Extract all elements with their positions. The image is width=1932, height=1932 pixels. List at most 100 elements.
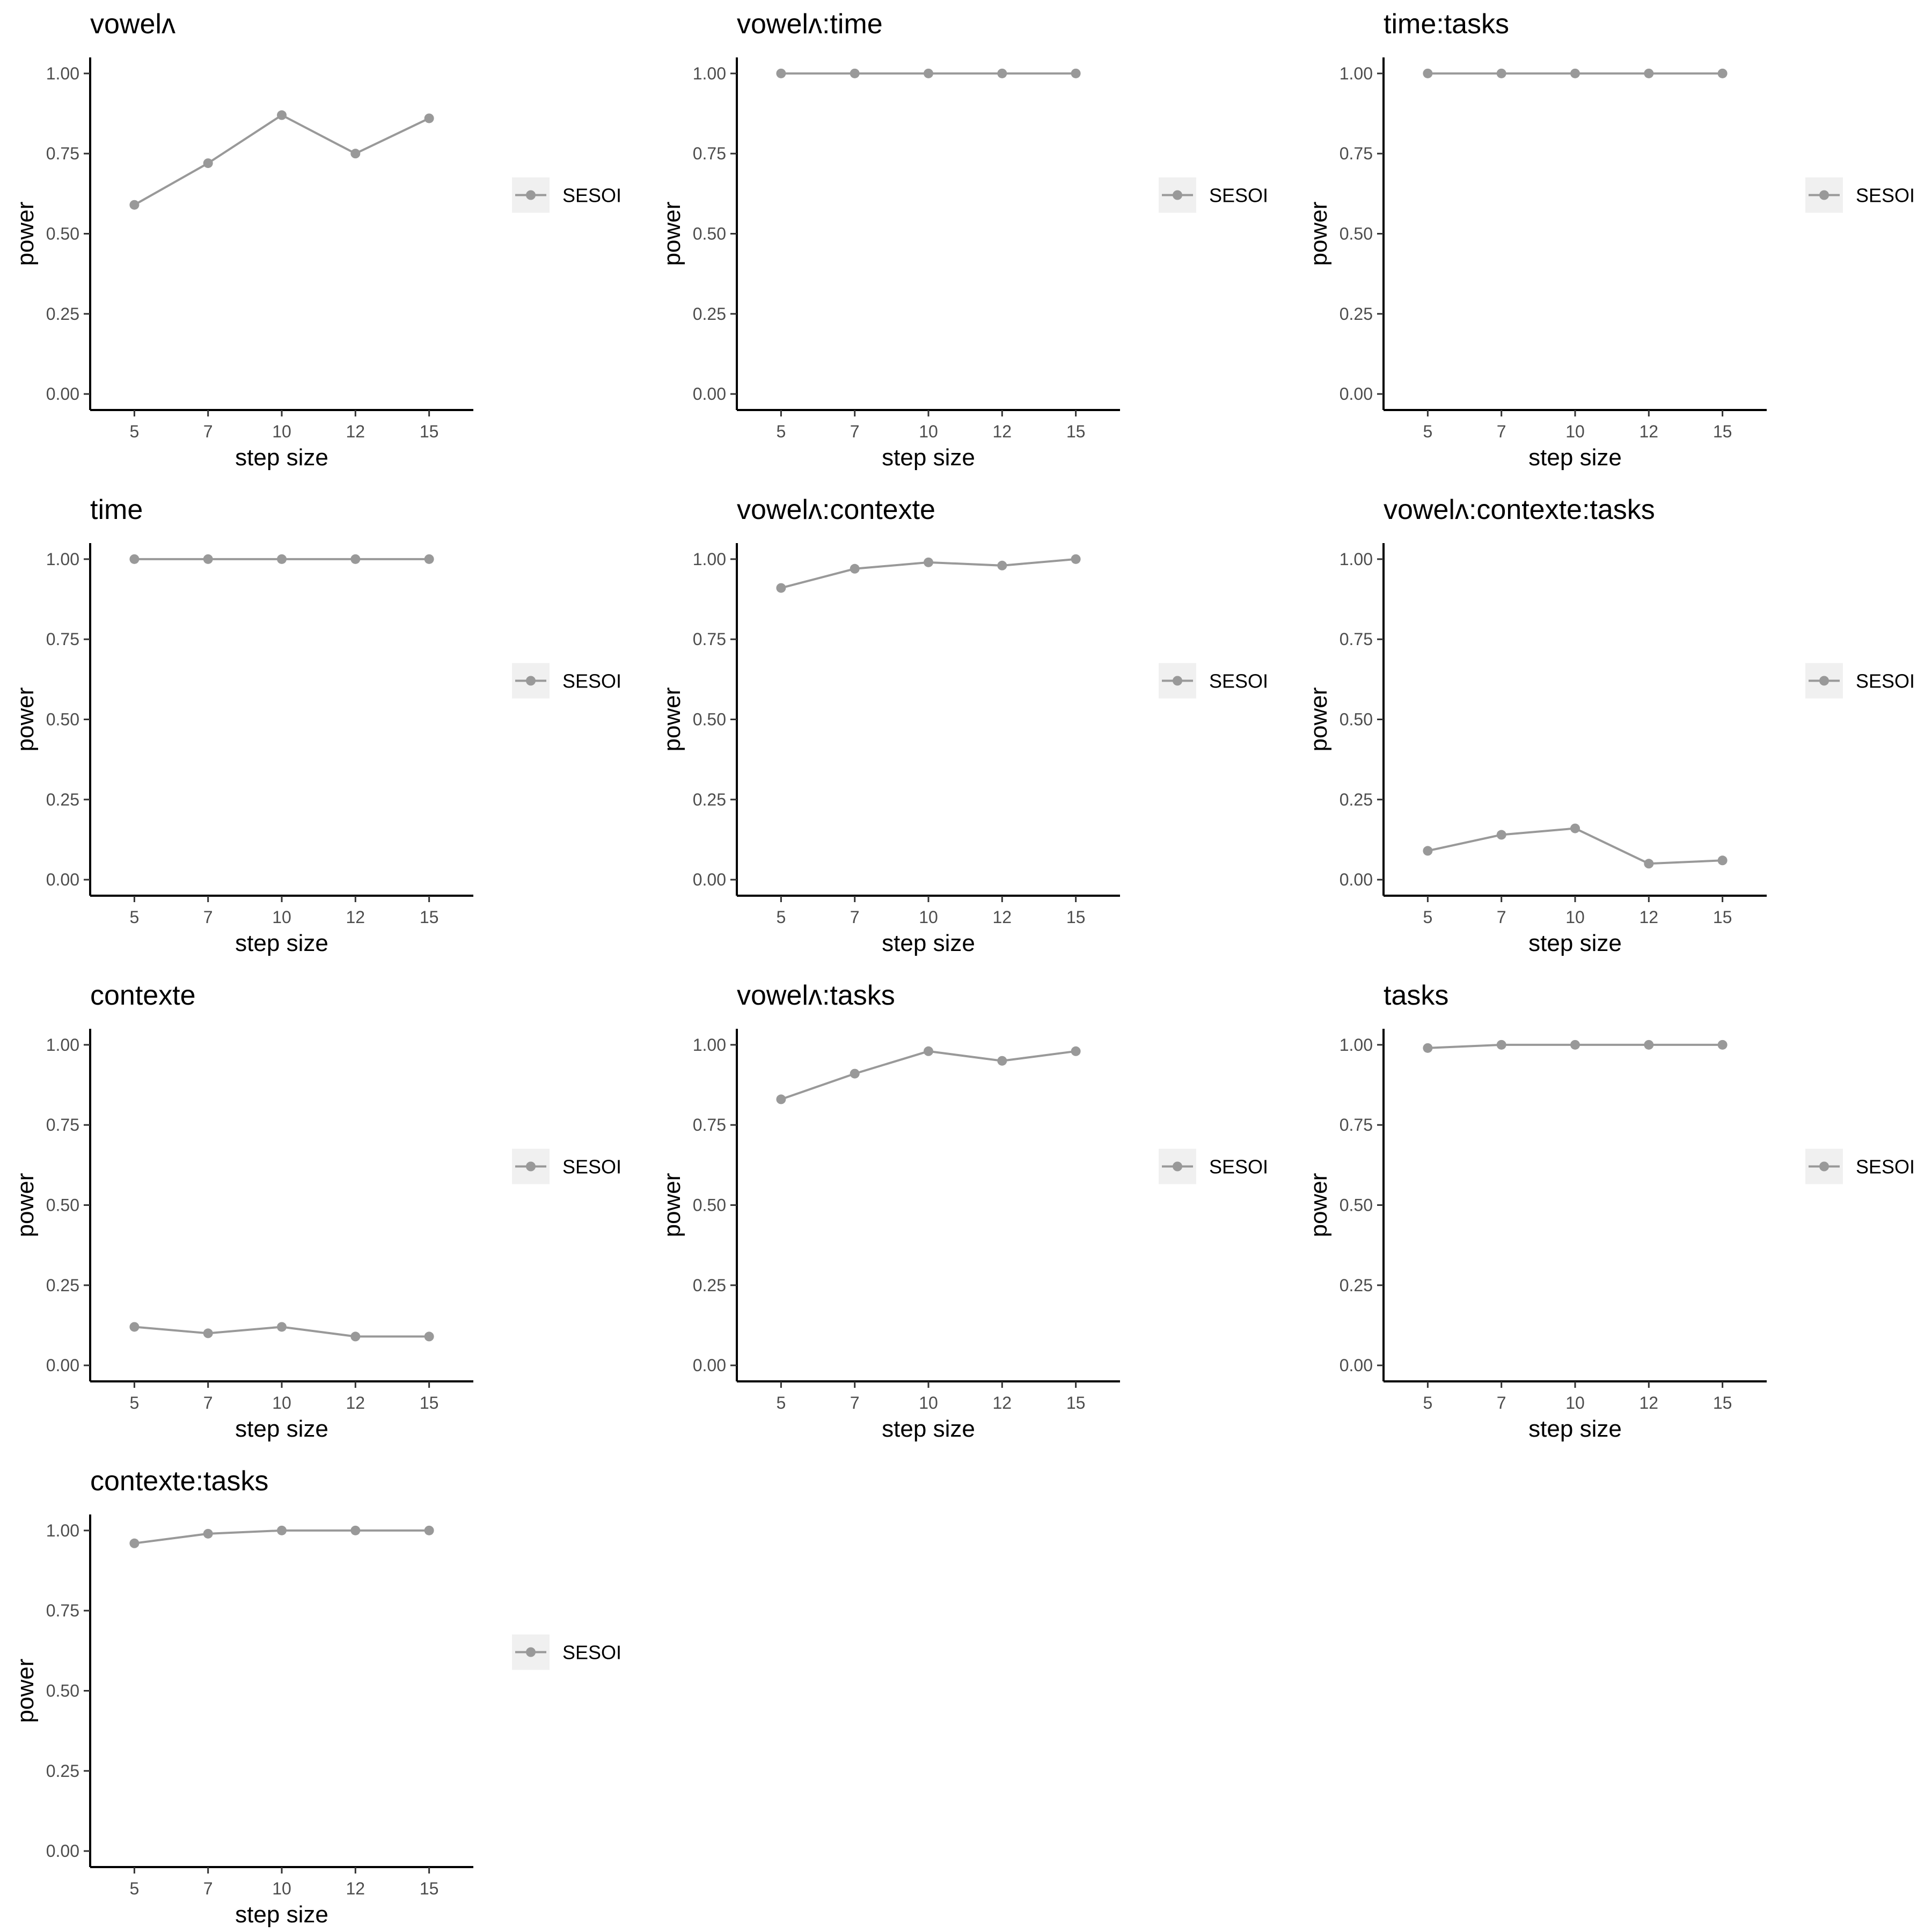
data-point bbox=[997, 1056, 1007, 1066]
y-tick-label: 0.50 bbox=[693, 224, 726, 244]
y-tick-label: 0.00 bbox=[693, 870, 726, 889]
legend-label: SESOI bbox=[1209, 185, 1268, 207]
facet-title: contexte bbox=[90, 980, 196, 1011]
y-tick-label: 1.00 bbox=[693, 550, 726, 569]
y-tick-label: 0.75 bbox=[46, 630, 79, 649]
x-tick-label: 5 bbox=[129, 422, 139, 441]
y-tick-label: 1.00 bbox=[46, 1521, 79, 1540]
facet-panel: contexte 0.00 0.25 0.50 0.75 1.00 5 7 10 12 15 step… bbox=[12, 980, 621, 1442]
x-tick-label: 5 bbox=[776, 422, 786, 441]
y-axis-label: power bbox=[1306, 1173, 1332, 1238]
legend-label: SESOI bbox=[562, 1156, 621, 1178]
data-point bbox=[776, 68, 786, 78]
y-tick-label: 0.00 bbox=[46, 870, 79, 889]
data-point bbox=[277, 554, 287, 564]
x-axis-label: step size bbox=[235, 444, 328, 471]
facet-panel: time 0.00 0.25 0.50 0.75 1.00 5 7 10 12 15 step siz… bbox=[12, 494, 621, 956]
data-point bbox=[1496, 1040, 1506, 1050]
y-tick-label: 0.00 bbox=[1340, 384, 1373, 404]
series-line-sesoi bbox=[134, 114, 430, 206]
data-point bbox=[776, 1094, 786, 1104]
x-tick-label: 10 bbox=[1565, 1393, 1585, 1413]
data-point bbox=[424, 554, 434, 564]
data-point bbox=[924, 557, 933, 567]
data-point bbox=[129, 554, 140, 564]
x-tick-label: 15 bbox=[1713, 422, 1732, 441]
legend-label: SESOI bbox=[562, 1642, 621, 1664]
legend-key-point bbox=[1819, 1161, 1829, 1172]
data-point bbox=[424, 1331, 434, 1342]
data-point bbox=[1496, 830, 1506, 840]
data-point bbox=[424, 113, 434, 123]
y-tick-label: 0.50 bbox=[1340, 710, 1373, 729]
x-tick-label: 15 bbox=[420, 422, 439, 441]
y-axis-label: power bbox=[1306, 687, 1332, 752]
x-tick-label: 15 bbox=[1066, 908, 1086, 927]
y-tick-label: 0.75 bbox=[693, 1115, 726, 1135]
data-point bbox=[129, 1322, 140, 1332]
facet-title: vowelʌ:time bbox=[737, 9, 883, 40]
data-point bbox=[277, 1525, 287, 1535]
x-tick-label: 5 bbox=[129, 908, 139, 927]
y-tick-label: 0.50 bbox=[46, 224, 79, 244]
x-tick-label: 12 bbox=[346, 1879, 365, 1898]
x-tick-label: 15 bbox=[420, 1393, 439, 1413]
x-tick-label: 12 bbox=[346, 908, 365, 927]
x-tick-label: 5 bbox=[1423, 422, 1432, 441]
data-point bbox=[203, 158, 213, 169]
legend-label: SESOI bbox=[1856, 185, 1915, 207]
y-tick-label: 0.75 bbox=[46, 144, 79, 163]
x-tick-label: 7 bbox=[850, 908, 860, 927]
legend-label: SESOI bbox=[1209, 670, 1268, 692]
y-tick-label: 0.75 bbox=[46, 1115, 79, 1135]
x-tick-label: 7 bbox=[1497, 422, 1506, 441]
y-tick-label: 0.25 bbox=[1340, 790, 1373, 809]
x-tick-label: 7 bbox=[850, 1393, 860, 1413]
y-axis-label: power bbox=[12, 202, 39, 266]
x-tick-label: 7 bbox=[1497, 908, 1506, 927]
data-point bbox=[277, 110, 287, 120]
y-tick-label: 0.75 bbox=[46, 1601, 79, 1620]
x-axis-label: step size bbox=[235, 930, 328, 956]
data-point bbox=[1071, 554, 1081, 564]
legend-key-point bbox=[526, 676, 536, 686]
facet-title: time:tasks bbox=[1384, 9, 1509, 40]
x-tick-label: 10 bbox=[1565, 908, 1585, 927]
y-tick-label: 0.75 bbox=[1340, 144, 1373, 163]
facet-title: vowelʌ:contexte:tasks bbox=[1384, 494, 1655, 525]
data-point bbox=[1644, 1040, 1654, 1050]
x-axis-label: step size bbox=[1528, 1416, 1622, 1442]
data-point bbox=[1570, 1040, 1580, 1050]
data-point bbox=[1570, 823, 1580, 833]
x-axis-label: step size bbox=[235, 1901, 328, 1928]
legend-label: SESOI bbox=[562, 670, 621, 692]
data-point bbox=[850, 68, 860, 78]
y-axis-label: power bbox=[12, 687, 39, 752]
y-tick-label: 0.75 bbox=[693, 144, 726, 163]
legend-label: SESOI bbox=[1209, 1156, 1268, 1178]
x-tick-label: 12 bbox=[993, 422, 1012, 441]
y-tick-label: 1.00 bbox=[693, 1035, 726, 1055]
data-point bbox=[1570, 68, 1580, 78]
data-point bbox=[1717, 68, 1728, 78]
x-tick-label: 15 bbox=[1713, 1393, 1732, 1413]
x-axis-label: step size bbox=[882, 1416, 975, 1442]
data-point bbox=[997, 68, 1007, 78]
y-tick-label: 0.00 bbox=[693, 384, 726, 404]
series-line-sesoi bbox=[780, 1050, 1076, 1101]
y-tick-label: 0.50 bbox=[693, 1196, 726, 1215]
facet-title: tasks bbox=[1384, 980, 1448, 1011]
data-point bbox=[350, 554, 361, 564]
legend-key-point bbox=[1819, 190, 1829, 200]
y-tick-label: 0.50 bbox=[46, 1681, 79, 1701]
data-point bbox=[1717, 855, 1728, 866]
data-point bbox=[350, 149, 361, 159]
x-tick-label: 12 bbox=[1640, 908, 1659, 927]
x-tick-label: 5 bbox=[129, 1393, 139, 1413]
facet-panel: tasks 0.00 0.25 0.50 0.75 1.00 5 7 10 12 15 step si… bbox=[1306, 980, 1915, 1442]
x-axis-label: step size bbox=[882, 930, 975, 956]
legend-key-point bbox=[526, 1161, 536, 1172]
facet-title: vowelʌ:contexte bbox=[737, 494, 935, 525]
y-tick-label: 0.25 bbox=[46, 304, 79, 324]
